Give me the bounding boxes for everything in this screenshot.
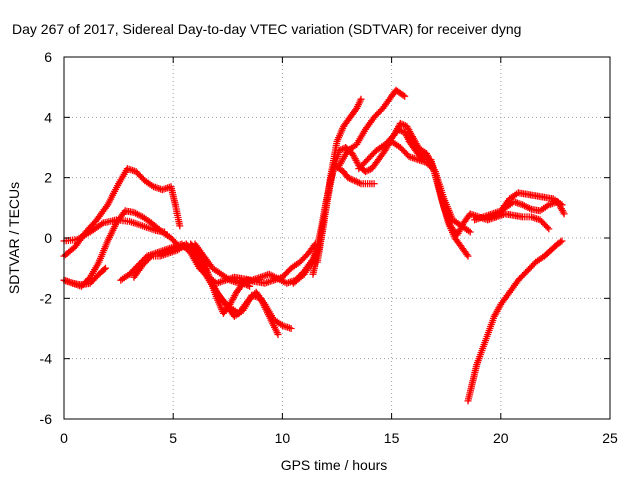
series-track-19 — [492, 198, 568, 221]
data-point-markers — [471, 189, 566, 224]
x-axis-label: GPS time / hours — [281, 457, 388, 473]
chart-title: Day 267 of 2017, Sidereal Day-to-day VTE… — [12, 21, 521, 37]
series-track-18 — [471, 189, 566, 224]
data-point-markers — [427, 156, 553, 239]
x-tick-label: 15 — [384, 430, 400, 446]
x-tick-label: 0 — [60, 430, 68, 446]
axes-layer: 0 5 10 15 20 25 -6 -4 -2 0 2 4 6 — [40, 49, 618, 446]
data-points-layer — [60, 86, 568, 405]
data-point-markers — [335, 86, 409, 170]
y-tick-label: 4 — [44, 109, 52, 125]
x-tick-label: 25 — [602, 430, 618, 446]
series-track-5 — [117, 240, 323, 287]
y-tick-label: -6 — [40, 411, 53, 427]
y-tick-label: 2 — [44, 170, 52, 186]
x-tick-label: 20 — [493, 430, 509, 446]
x-tick-label: 5 — [169, 430, 177, 446]
data-point-markers — [464, 237, 566, 405]
series-track-17 — [427, 156, 553, 239]
x-tick-label: 10 — [275, 430, 291, 446]
data-point-markers — [492, 198, 568, 221]
data-point-markers — [313, 95, 365, 266]
y-axis-label: SDTVAR / TECUs — [6, 182, 22, 294]
y-tick-label: 0 — [44, 230, 52, 246]
y-tick-label: 6 — [44, 49, 52, 65]
series-track-4 — [60, 264, 109, 289]
data-point-markers — [191, 240, 319, 287]
y-tick-label: -2 — [40, 290, 53, 306]
y-tick-label: -4 — [40, 351, 53, 367]
grid-layer — [64, 57, 610, 419]
data-point-markers — [117, 240, 323, 287]
data-point-markers — [60, 264, 109, 289]
series-track-12 — [313, 95, 365, 266]
series-track-13 — [335, 86, 409, 170]
series-track-20 — [464, 237, 566, 405]
series-track-9 — [191, 240, 319, 287]
